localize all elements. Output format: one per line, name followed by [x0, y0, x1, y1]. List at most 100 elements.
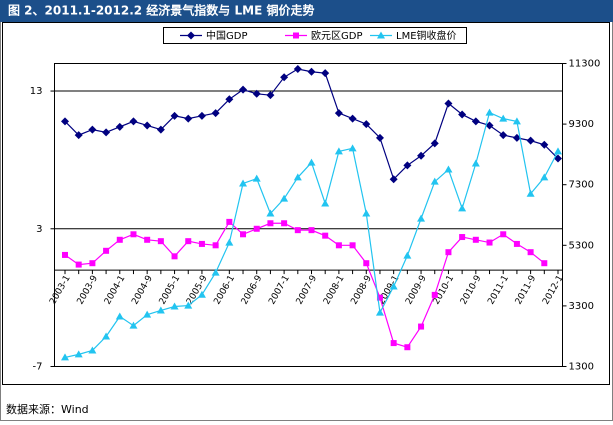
marker: [499, 131, 508, 140]
marker: [307, 67, 316, 76]
marker: [211, 268, 220, 276]
marker: [375, 133, 384, 142]
y-tick-label: 13: [30, 86, 43, 97]
marker: [157, 238, 164, 245]
marker: [103, 247, 110, 254]
marker: [444, 165, 453, 173]
marker: [294, 227, 301, 234]
marker: [239, 85, 248, 94]
marker: [293, 32, 299, 39]
marker: [252, 89, 261, 98]
marker: [389, 175, 398, 184]
marker: [75, 261, 82, 268]
marker: [471, 117, 480, 126]
marker: [554, 154, 562, 163]
marker: [240, 231, 247, 238]
marker: [211, 109, 220, 118]
marker: [61, 117, 69, 126]
source-note: 数据来源：Wind: [6, 402, 89, 416]
title-bar: [0, 0, 613, 22]
marker: [322, 232, 329, 239]
marker: [349, 242, 356, 249]
y2-tick-label: 3300: [569, 301, 594, 312]
y-tick-label: 3: [36, 224, 42, 235]
marker: [335, 242, 342, 249]
marker: [170, 302, 179, 310]
marker: [184, 114, 193, 123]
legend-box: [163, 27, 467, 44]
marker: [554, 147, 562, 155]
legend-label: 欧元区GDP: [311, 30, 362, 42]
marker: [348, 144, 357, 152]
marker: [430, 177, 439, 185]
marker: [185, 238, 192, 245]
marker: [115, 312, 124, 320]
marker: [129, 117, 138, 126]
marker: [170, 111, 179, 120]
marker: [418, 323, 425, 330]
marker: [88, 346, 97, 354]
marker: [281, 220, 288, 227]
marker: [431, 291, 438, 298]
y2-tick-label: 9300: [569, 119, 594, 130]
marker: [458, 110, 467, 119]
marker: [307, 158, 316, 166]
marker: [500, 231, 507, 238]
marker: [376, 294, 383, 301]
marker: [486, 239, 493, 246]
marker: [377, 31, 385, 39]
marker: [527, 249, 534, 256]
marker: [403, 161, 412, 170]
marker: [362, 209, 371, 217]
marker: [526, 136, 535, 145]
marker: [459, 234, 466, 241]
legend-label: 中国GDP: [206, 29, 247, 42]
marker: [266, 209, 275, 217]
marker: [362, 120, 371, 129]
marker: [389, 282, 398, 290]
marker: [321, 69, 330, 78]
marker: [225, 238, 234, 246]
y2-tick-label: 7300: [569, 180, 594, 191]
marker: [156, 125, 165, 134]
marker: [334, 147, 343, 155]
marker: [403, 251, 412, 259]
marker: [444, 99, 453, 108]
marker: [280, 194, 289, 202]
marker: [252, 174, 261, 182]
chart-frame: [2, 22, 610, 385]
marker: [130, 231, 137, 238]
marker: [253, 225, 260, 232]
marker: [348, 114, 357, 123]
y2-tick-label: 5300: [569, 240, 594, 251]
marker: [197, 111, 206, 120]
marker: [375, 308, 384, 316]
marker: [156, 306, 165, 314]
marker: [266, 91, 275, 100]
marker: [485, 121, 494, 130]
marker: [280, 73, 289, 82]
marker: [499, 114, 508, 122]
marker: [143, 121, 152, 130]
marker: [102, 332, 111, 340]
marker: [267, 220, 274, 227]
marker: [171, 253, 178, 260]
marker: [363, 260, 370, 267]
marker: [184, 301, 193, 309]
marker: [187, 31, 195, 40]
marker: [74, 350, 83, 358]
marker: [512, 133, 521, 142]
marker: [334, 109, 343, 118]
marker: [445, 249, 452, 256]
marker: [62, 251, 68, 258]
marker: [485, 108, 494, 116]
marker: [293, 65, 302, 74]
marker: [513, 240, 520, 247]
marker: [541, 260, 548, 267]
marker: [321, 199, 330, 207]
marker: [390, 340, 397, 347]
marker: [512, 117, 521, 125]
marker: [197, 290, 206, 298]
marker: [239, 179, 248, 187]
marker: [540, 173, 549, 181]
